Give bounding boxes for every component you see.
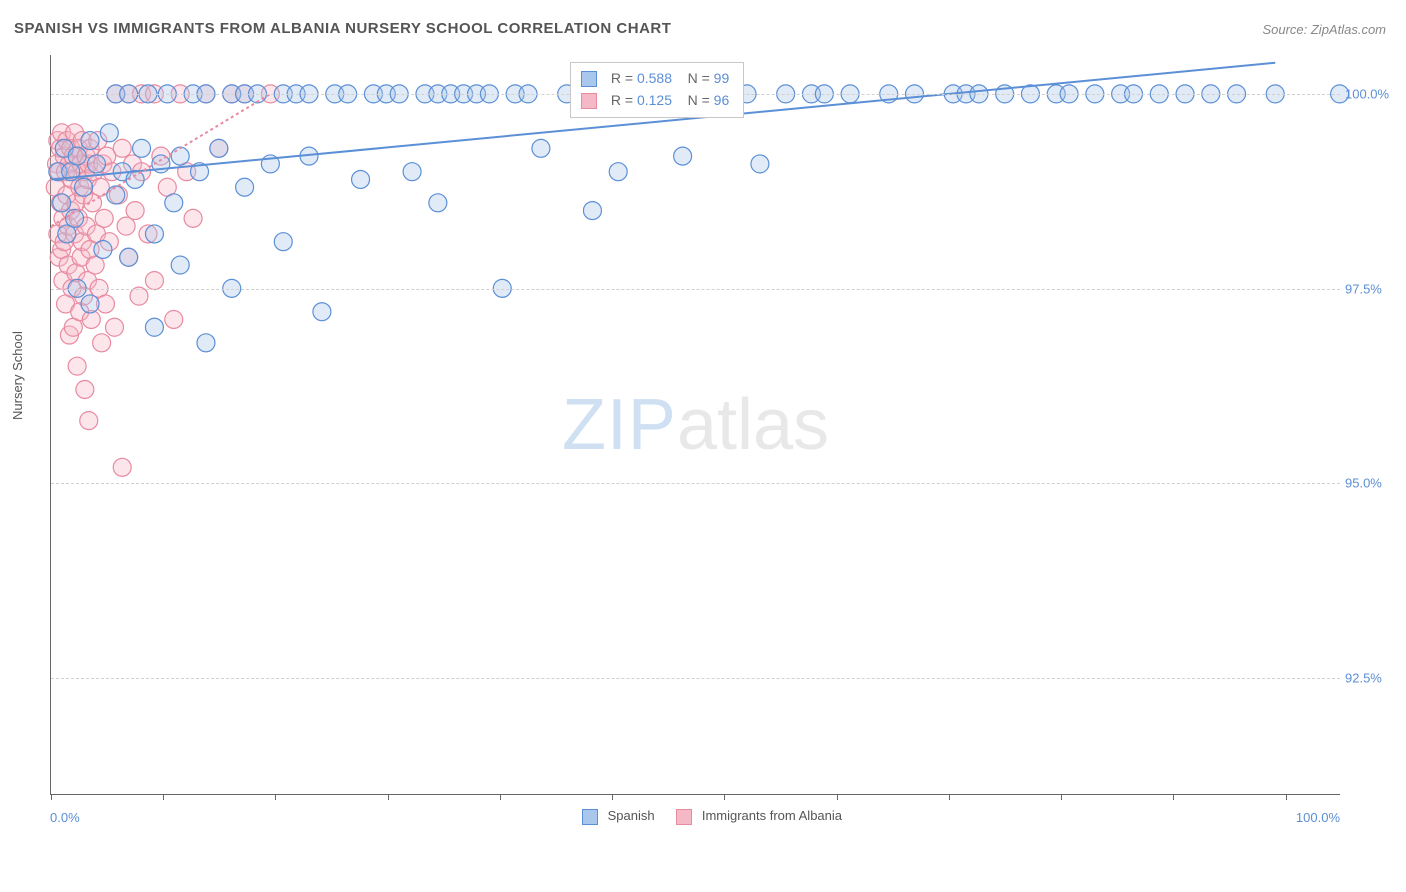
y-tick-label: 92.5%: [1345, 671, 1400, 686]
n-value-spanish: 99: [714, 70, 730, 86]
source-label: Source: ZipAtlas.com: [1262, 22, 1386, 37]
legend-bottom: Spanish Immigrants from Albania: [0, 808, 1406, 825]
n-label: N =: [688, 70, 710, 86]
r-label: R =: [611, 92, 633, 108]
y-axis-title: Nursery School: [10, 331, 25, 420]
legend-swatch-icon: [581, 93, 597, 109]
y-tick-label: 95.0%: [1345, 476, 1400, 491]
chart-title: SPANISH VS IMMIGRANTS FROM ALBANIA NURSE…: [14, 20, 671, 37]
legend-swatch-albania: [676, 809, 692, 825]
plot-area: ZIPatlas 92.5%95.0%97.5%100.0%: [50, 55, 1340, 795]
legend-swatch-icon: [581, 71, 597, 87]
r-value-spanish: 0.588: [637, 70, 672, 86]
legend-row-albania: R = 0.125 N = 96: [581, 89, 729, 111]
legend-label-albania: Immigrants from Albania: [702, 808, 842, 823]
y-tick-label: 100.0%: [1345, 86, 1400, 101]
n-value-albania: 96: [714, 92, 730, 108]
r-label: R =: [611, 70, 633, 86]
legend-label-spanish: Spanish: [608, 808, 655, 823]
n-label: N =: [688, 92, 710, 108]
r-value-albania: 0.125: [637, 92, 672, 108]
scatter-svg: [51, 55, 1340, 794]
correlation-chart: SPANISH VS IMMIGRANTS FROM ALBANIA NURSE…: [0, 0, 1406, 892]
legend-swatch-spanish: [582, 809, 598, 825]
legend-row-spanish: R = 0.588 N = 99: [581, 67, 729, 89]
y-tick-label: 97.5%: [1345, 281, 1400, 296]
legend-top-stats: R = 0.588 N = 99 R = 0.125 N = 96: [570, 62, 744, 118]
